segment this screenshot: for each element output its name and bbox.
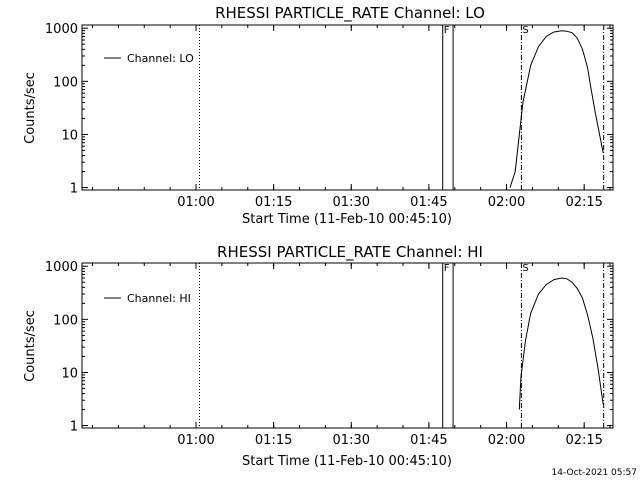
x-tick-label: 01:00 xyxy=(177,195,214,210)
legend-label: Channel: HI xyxy=(127,292,191,305)
footer-timestamp: 14-Oct-2021 05:57 xyxy=(552,468,637,478)
marker-label: S xyxy=(522,263,528,274)
x-tick-label: 02:15 xyxy=(565,195,602,210)
x-tick-label: 02:15 xyxy=(565,433,602,448)
x-tick-label: 01:45 xyxy=(410,195,447,210)
chart-panel-hi: RHESSI PARTICLE_RATE Channel: HI F S 01:0… xyxy=(23,243,614,469)
chart-title: RHESSI PARTICLE_RATE Channel: HI xyxy=(217,243,483,262)
x-tick-label: 02:00 xyxy=(488,433,525,448)
y-axis-label: Counts/sec xyxy=(23,310,38,382)
legend: Channel: LO xyxy=(104,52,194,65)
plot-frame xyxy=(81,24,614,191)
x-tick-label: 01:45 xyxy=(410,433,447,448)
x-axis-label: Start Time (11-Feb-10 00:45:10) xyxy=(242,454,452,469)
x-tick-label: 01:15 xyxy=(255,433,292,448)
y-tick-label: 1000 xyxy=(45,22,78,37)
y-tick-label: 1 xyxy=(70,420,78,435)
y-tick-label: 100 xyxy=(53,75,78,90)
chart-panel-lo: RHESSI PARTICLE_RATE Channel: LO F S 01:0… xyxy=(23,4,614,227)
y-tick-label: 1 xyxy=(70,182,78,197)
x-tick-label: 01:30 xyxy=(333,433,370,448)
y-tick-label: 100 xyxy=(53,313,78,328)
x-tick-label: 01:15 xyxy=(255,195,292,210)
x-axis-label: Start Time (11-Feb-10 00:45:10) xyxy=(242,212,452,227)
chart-title: RHESSI PARTICLE_RATE Channel: LO xyxy=(215,4,485,23)
y-tick-label: 1000 xyxy=(45,260,78,275)
marker-label: S xyxy=(522,25,528,36)
series-line xyxy=(509,30,604,188)
plot-frame xyxy=(81,262,614,429)
x-tick-label: 01:30 xyxy=(333,195,370,210)
y-tick-label: 10 xyxy=(61,366,78,381)
series-line xyxy=(518,277,604,410)
x-tick-label: 02:00 xyxy=(488,195,525,210)
marker-label: F xyxy=(444,25,450,36)
legend-label: Channel: LO xyxy=(127,52,194,65)
y-tick-label: 10 xyxy=(61,128,78,143)
y-axis-label: Counts/sec xyxy=(23,72,38,144)
marker-label: F xyxy=(444,263,450,274)
x-tick-label: 01:00 xyxy=(177,433,214,448)
legend: Channel: HI xyxy=(104,292,191,305)
